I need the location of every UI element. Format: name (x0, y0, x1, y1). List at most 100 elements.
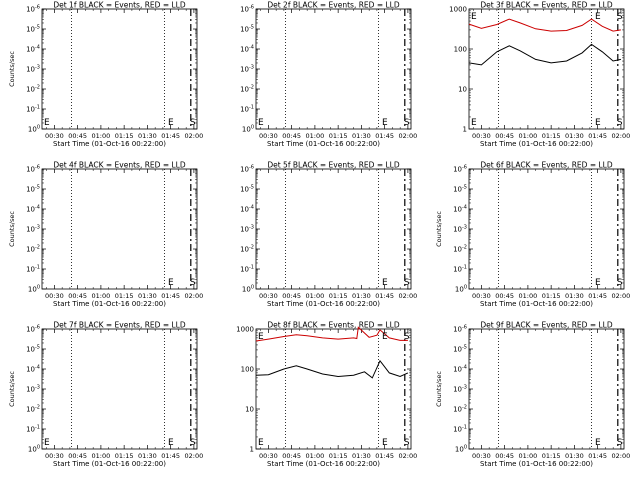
y-tick-exponent: -5 (249, 185, 254, 191)
plot-frame (255, 328, 412, 450)
y-tick-base: 10 (240, 166, 249, 174)
x-tick-label: 01:30 (565, 452, 584, 460)
x-tick-label: 01:00 (519, 452, 538, 460)
marker-top-e: E (595, 12, 601, 22)
marker-e: E (382, 278, 388, 288)
y-tick-exponent: -1 (249, 265, 254, 271)
y-tick-base: 10 (26, 106, 35, 114)
y-tick-label: 10-5 (26, 185, 40, 194)
y-tick-base: 10 (26, 86, 35, 94)
y-tick-base: 10 (240, 46, 249, 54)
y-tick-label: 10-3 (453, 225, 467, 234)
x-axis-label: Start Time (01-Oct-16 00:22:00) (53, 460, 166, 468)
y-tick-base: 10 (240, 66, 249, 74)
x-tick-label: 01:45 (588, 292, 607, 300)
y-tick-label: 10-3 (26, 65, 40, 74)
y-tick-label: 100 (454, 46, 467, 54)
y-tick-base: 10 (453, 426, 462, 434)
y-tick-base: 10 (453, 166, 462, 174)
y-tick-base: 10 (240, 246, 249, 254)
y-tick-exponent: -1 (462, 425, 467, 431)
y-axis-label: Counts/sec (8, 211, 16, 247)
events-series-line (255, 359, 409, 379)
x-tick-label: 00:30 (45, 132, 64, 140)
y-tick-exponent: -1 (35, 265, 40, 271)
x-tick-label: 01:00 (92, 292, 111, 300)
y-tick-exponent: -1 (35, 105, 40, 111)
y-tick-label: 10-2 (453, 405, 467, 414)
y-tick-base: 10 (455, 286, 464, 294)
y-tick-base: 10 (28, 126, 37, 134)
y-tick-label: 10-3 (26, 225, 40, 234)
chart-title: Det 9f BLACK = Events, RED = LLD (480, 321, 613, 330)
y-tick-base: 10 (26, 186, 35, 194)
y-tick-exponent: -6 (462, 165, 467, 171)
y-tick-base: 10 (455, 446, 464, 454)
y-tick-exponent: -6 (249, 165, 254, 171)
x-axis-label: Start Time (01-Oct-16 00:22:00) (480, 300, 593, 308)
y-tick-label: 10-4 (453, 365, 467, 374)
marker-e: E (44, 438, 50, 448)
y-tick-exponent: -2 (249, 245, 254, 251)
y-axis-label: Counts/sec (435, 211, 443, 247)
x-tick-label: 01:45 (588, 452, 607, 460)
y-tick-base: 10 (453, 186, 462, 194)
marker-s: S (617, 438, 623, 448)
y-tick-label: 10-2 (240, 245, 254, 254)
y-tick-label: 10-1 (26, 105, 40, 114)
plot-frame (41, 168, 198, 290)
x-tick-label: 01:15 (115, 292, 134, 300)
marker-top-e: E (471, 12, 477, 22)
x-tick-label: 00:30 (259, 292, 278, 300)
y-tick-exponent: -3 (35, 65, 40, 71)
x-axis-label: Start Time (01-Oct-16 00:22:00) (480, 140, 593, 148)
x-tick-label: 00:30 (259, 452, 278, 460)
x-tick-label: 02:00 (399, 292, 418, 300)
chart-panel-5: Det 5f BLACK = Events, RED = LLD10010-11… (240, 161, 417, 309)
y-tick-label: 10-6 (26, 325, 40, 334)
x-tick-label: 01:45 (375, 292, 394, 300)
y-tick-exponent: 0 (464, 285, 467, 291)
y-tick-label: 100 (28, 285, 40, 294)
marker-e: E (168, 118, 174, 128)
y-tick-label: 10 (458, 86, 467, 94)
x-tick-label: 00:45 (495, 292, 514, 300)
chart-title: Det 4f BLACK = Events, RED = LLD (53, 161, 186, 170)
x-tick-label: 01:45 (375, 132, 394, 140)
y-tick-base: 10 (26, 326, 35, 334)
x-tick-label: 01:15 (542, 132, 561, 140)
marker-s: S (190, 438, 196, 448)
y-tick-base: 10 (240, 106, 249, 114)
marker-s: S (404, 438, 410, 448)
y-tick-base: 10 (240, 186, 249, 194)
x-tick-label: 01:15 (542, 292, 561, 300)
x-axis-label: Start Time (01-Oct-16 00:22:00) (267, 140, 380, 148)
x-tick-label: 02:00 (612, 292, 631, 300)
y-tick-label: 10 (245, 406, 254, 414)
y-tick-label: 100 (28, 445, 40, 454)
x-tick-label: 01:30 (138, 292, 157, 300)
chart-title: Det 2f BLACK = Events, RED = LLD (267, 1, 400, 10)
y-tick-label: 10-6 (26, 5, 40, 14)
plot-frame (468, 168, 625, 290)
marker-s: S (404, 278, 410, 288)
y-tick-base: 10 (26, 246, 35, 254)
x-axis-label: Start Time (01-Oct-16 00:22:00) (53, 140, 166, 148)
chart-title: Det 1f BLACK = Events, RED = LLD (53, 1, 186, 10)
marker-e: E (595, 438, 601, 448)
y-tick-exponent: -4 (35, 365, 40, 371)
x-tick-label: 02:00 (399, 452, 418, 460)
y-tick-exponent: -6 (35, 5, 40, 11)
y-tick-exponent: -5 (35, 345, 40, 351)
y-tick-label: 10-4 (26, 205, 40, 214)
x-tick-label: 01:15 (115, 452, 134, 460)
chart-panel-1: Det 1f BLACK = Events, RED = LLD Counts/s… (8, 1, 203, 149)
x-tick-label: 01:15 (329, 292, 348, 300)
x-tick-label: 01:30 (565, 292, 584, 300)
x-tick-label: 01:00 (92, 452, 111, 460)
y-tick-base: 10 (26, 366, 35, 374)
y-tick-exponent: -4 (35, 205, 40, 211)
y-tick-label: 10-6 (453, 325, 467, 334)
marker-e: E (168, 278, 174, 288)
